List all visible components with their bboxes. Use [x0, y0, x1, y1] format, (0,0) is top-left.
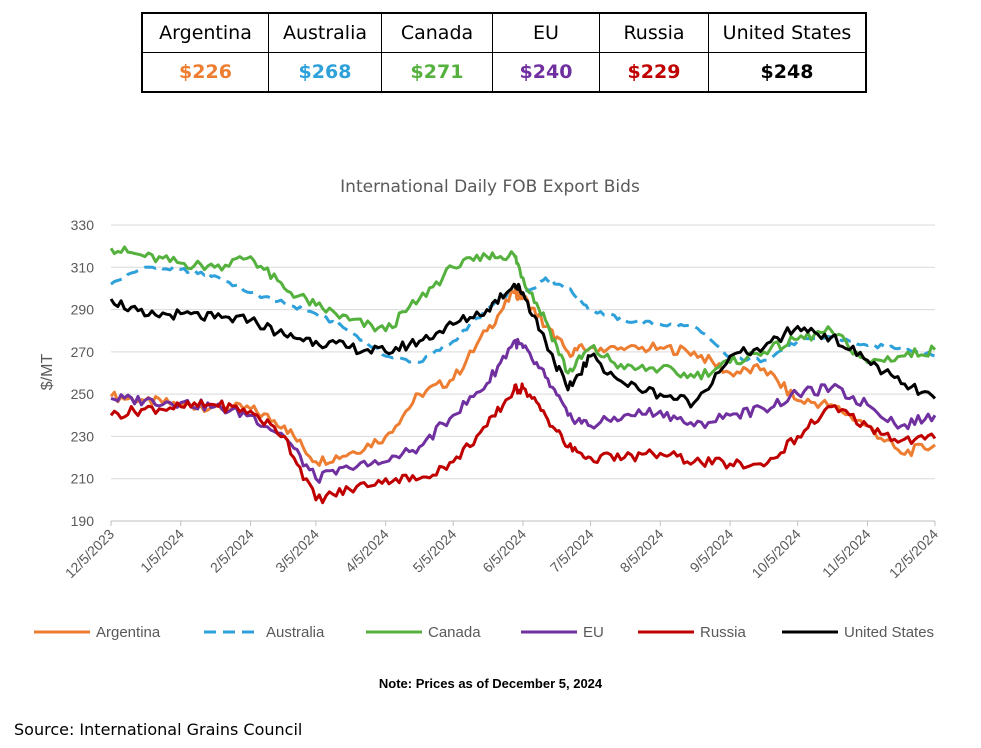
series-line-canada	[109, 245, 937, 381]
source-text: Source: International Grains Council	[14, 720, 303, 739]
x-tick-labels: 12/5/2023 1/5/2024 2/5/2024 3/5/2024 4/5/202…	[62, 521, 942, 582]
price-table-header-row: Argentina Australia Canada EU Russia Uni…	[141, 12, 867, 53]
y-tick-label: 290	[71, 302, 95, 318]
legend-label-australia: Australia	[266, 624, 325, 641]
x-tick-label: 4/5/2024	[342, 526, 392, 576]
price-note: Note: Prices as of December 5, 2024	[378, 676, 603, 691]
x-tick-label: 5/5/2024	[409, 526, 459, 576]
x-tick-label: 8/5/2024	[617, 526, 667, 576]
y-tick-label: 270	[71, 344, 95, 360]
series-line-eu	[110, 337, 937, 484]
fob-bids-chart: International Daily FOB Export Bids $/MT…	[34, 177, 942, 641]
price-table: Argentina Australia Canada EU Russia Uni…	[141, 12, 867, 93]
y-tick-label: 310	[71, 259, 95, 275]
gridlines	[111, 224, 935, 522]
x-tick-label: 10/5/2024	[748, 526, 804, 582]
y-axis-label: $/MT	[39, 354, 56, 391]
x-tick-label: 12/5/2023	[62, 526, 118, 582]
legend-label-eu: EU	[583, 624, 604, 641]
x-tick-label: 6/5/2024	[479, 526, 529, 576]
header-united-states: United States	[708, 12, 867, 53]
series-line-argentina	[109, 287, 936, 467]
series-line-russia	[109, 382, 937, 505]
x-tick-label: 3/5/2024	[272, 526, 322, 576]
x-tick-label: 2/5/2024	[207, 526, 257, 576]
legend-label-russia: Russia	[700, 624, 747, 641]
x-tick-label: 12/5/2024	[886, 526, 942, 582]
legend-label-canada: Canada	[428, 624, 481, 641]
y-tick-label: 250	[71, 386, 95, 402]
y-tick-label: 230	[71, 428, 95, 444]
y-tick-labels: 190 210 230 250 270 290 310 330	[71, 217, 95, 529]
price-australia: $268	[268, 52, 382, 93]
legend: Argentina Australia Canada EU Russia United S…	[34, 624, 934, 641]
series-line-united-states	[109, 282, 937, 409]
x-tick-label: 1/5/2024	[137, 526, 187, 576]
y-tick-label: 330	[71, 217, 95, 233]
price-russia: $229	[599, 52, 709, 93]
y-tick-label: 210	[71, 471, 95, 487]
x-tick-label: 7/5/2024	[547, 526, 597, 576]
price-eu: $240	[492, 52, 600, 93]
price-united-states: $248	[708, 52, 867, 93]
price-table-value-row: $226 $268 $271 $240 $229 $248	[141, 52, 867, 93]
legend-label-argentina: Argentina	[96, 624, 161, 641]
chart-title: International Daily FOB Export Bids	[340, 177, 640, 197]
x-tick-label: 11/5/2024	[819, 526, 874, 581]
series-lines	[109, 245, 937, 505]
header-australia: Australia	[268, 12, 382, 53]
price-canada: $271	[381, 52, 493, 93]
legend-label-united-states: United States	[844, 624, 934, 641]
series-line-australia	[110, 265, 936, 364]
x-tick-label: 9/5/2024	[686, 526, 736, 576]
y-tick-label: 190	[71, 513, 95, 529]
